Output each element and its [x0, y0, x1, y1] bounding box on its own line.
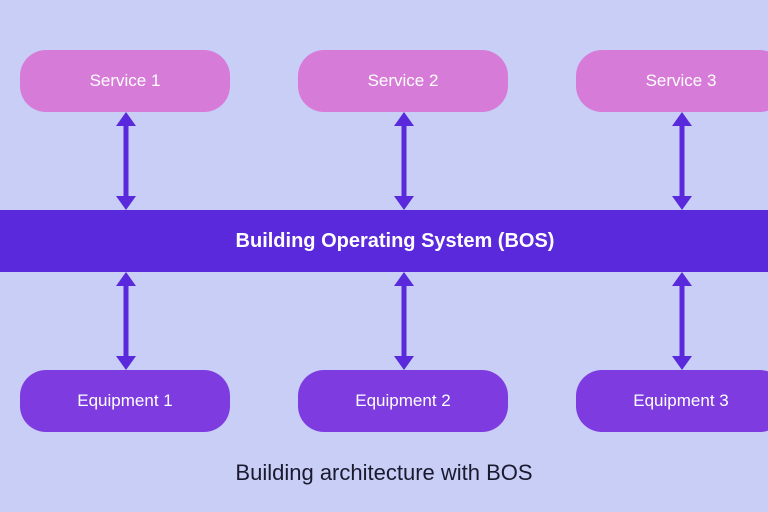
node-service-3: Service 3 — [576, 50, 768, 112]
diagram-caption: Building architecture with BOS — [0, 460, 768, 486]
node-equipment-3: Equipment 3 — [576, 370, 768, 432]
node-equipment-1: Equipment 1 — [20, 370, 230, 432]
node-label: Equipment 2 — [355, 391, 450, 411]
double-arrow-icon — [681, 112, 682, 210]
double-arrow-icon — [403, 112, 404, 210]
node-label: Equipment 1 — [77, 391, 172, 411]
node-label: Building Operating System (BOS) — [236, 230, 555, 253]
node-service-2: Service 2 — [298, 50, 508, 112]
node-label: Service 1 — [90, 71, 161, 91]
double-arrow-icon — [125, 112, 126, 210]
diagram-canvas: Service 1 Service 2 Service 3 Building O… — [0, 0, 768, 512]
double-arrow-icon — [681, 272, 682, 370]
node-label: Equipment 3 — [633, 391, 728, 411]
node-bos: Building Operating System (BOS) — [0, 210, 768, 272]
double-arrow-icon — [403, 272, 404, 370]
caption-text: Building architecture with BOS — [235, 460, 532, 485]
node-equipment-2: Equipment 2 — [298, 370, 508, 432]
double-arrow-icon — [125, 272, 126, 370]
node-label: Service 2 — [368, 71, 439, 91]
node-service-1: Service 1 — [20, 50, 230, 112]
node-label: Service 3 — [646, 71, 717, 91]
